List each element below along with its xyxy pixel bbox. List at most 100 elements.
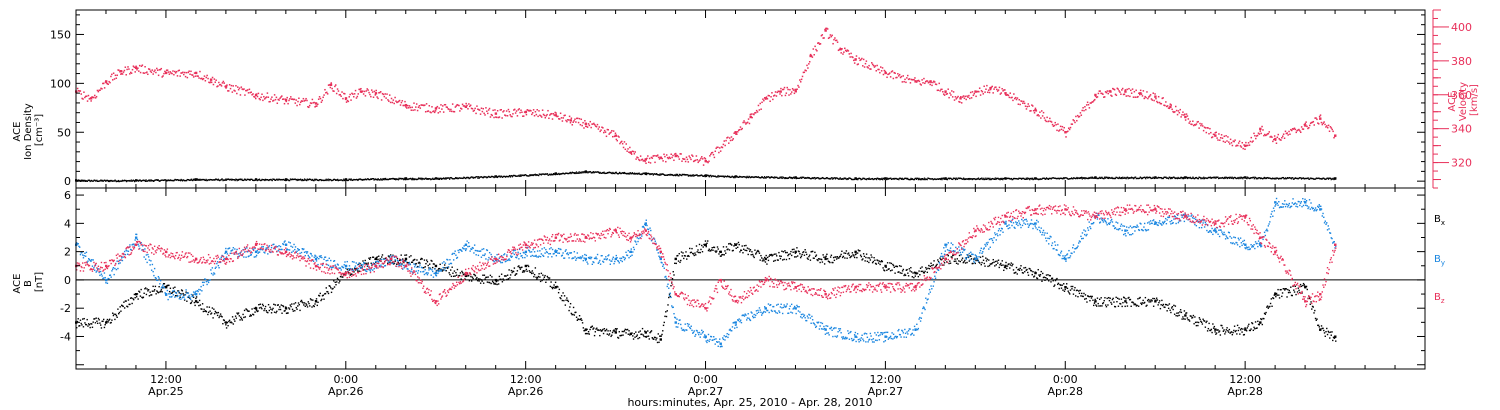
trace-dot <box>858 177 860 179</box>
trace-dot <box>835 258 838 260</box>
trace-dot <box>122 180 124 182</box>
trace-dot <box>862 177 864 179</box>
trace-dot <box>89 97 91 100</box>
trace-dot <box>301 100 304 102</box>
trace-dot <box>1194 316 1196 318</box>
trace-dot <box>1197 177 1199 180</box>
trace-dot <box>222 323 224 325</box>
trace-dot <box>745 176 747 178</box>
trace-dot <box>452 178 454 180</box>
trace-dot <box>708 160 710 163</box>
trace-dot <box>770 176 773 178</box>
trace-dot <box>825 255 827 257</box>
trace-dot <box>294 178 296 180</box>
trace-dot <box>558 172 560 175</box>
trace-dot <box>752 113 754 115</box>
trace-dot <box>344 179 346 181</box>
trace-dot <box>351 273 353 275</box>
trace-dot <box>164 70 166 73</box>
trace-dot <box>734 176 737 178</box>
trace-dot <box>844 178 846 180</box>
trace-dot <box>1021 177 1023 180</box>
trace-dot <box>1181 114 1183 116</box>
trace-dot <box>906 178 908 180</box>
trace-dot <box>808 177 810 179</box>
trace-dot <box>1198 176 1200 178</box>
trace-dot <box>1328 130 1331 133</box>
trace-dot <box>784 94 787 97</box>
trace-dot <box>574 118 576 120</box>
trace-dot <box>776 176 778 178</box>
trace-dot <box>893 71 895 74</box>
trace-dot <box>203 308 205 311</box>
trace-dot <box>635 173 638 175</box>
trace-dot <box>179 75 181 77</box>
trace-dot <box>1000 177 1002 180</box>
trace-dot <box>142 179 145 181</box>
trace-dot <box>159 180 161 182</box>
trace-dot <box>156 69 159 71</box>
trace-dot <box>456 177 458 179</box>
trace-dot <box>84 322 86 324</box>
trace-dot <box>297 305 299 307</box>
trace-dot <box>546 275 549 278</box>
trace-dot <box>1040 110 1043 112</box>
trace-dot <box>893 178 895 180</box>
trace-dot <box>1028 177 1030 180</box>
trace-dot <box>1123 177 1125 179</box>
trace-dot <box>414 178 416 180</box>
trace-dot <box>197 301 199 303</box>
trace-dot <box>1029 178 1031 181</box>
trace-dot <box>90 323 92 325</box>
trace-dot <box>402 258 404 260</box>
trace-dot <box>625 332 627 334</box>
trace-dot <box>614 330 616 332</box>
trace-dot <box>545 115 547 117</box>
trace-dot <box>548 277 551 279</box>
trace-dot <box>947 177 949 180</box>
trace-dot <box>787 253 790 256</box>
trace-dot <box>861 57 863 60</box>
trace-dot <box>994 265 996 267</box>
trace-dot <box>226 84 228 86</box>
trace-dot <box>927 267 929 270</box>
trace-dot <box>1289 177 1291 179</box>
trace-dot <box>757 249 759 252</box>
trace-dot <box>925 80 928 82</box>
trace-dot <box>247 92 250 94</box>
trace-dot <box>703 175 705 177</box>
trace-dot <box>1190 315 1192 317</box>
trace-dot <box>478 177 480 179</box>
trace-dot <box>384 179 386 181</box>
trace-dot <box>749 250 751 252</box>
trace-dot <box>1002 264 1004 266</box>
trace-dot <box>836 177 838 179</box>
trace-dot <box>1226 140 1228 142</box>
trace-dot <box>288 99 290 102</box>
trace-dot <box>216 179 219 181</box>
trace-dot <box>851 56 853 58</box>
trace-dot <box>769 100 771 102</box>
trace-dot <box>1000 178 1003 180</box>
trace-dot <box>531 270 534 272</box>
trace-dot <box>1008 263 1010 265</box>
trace-dot <box>761 260 764 262</box>
trace-dot <box>481 176 483 178</box>
trace-dot <box>1318 177 1320 179</box>
trace-dot <box>821 34 824 36</box>
trace-dot <box>540 115 542 117</box>
trace-dot <box>930 81 932 84</box>
trace-dot <box>816 177 818 179</box>
trace-dot <box>884 70 887 73</box>
trace-dot <box>1223 176 1226 179</box>
trace-dot <box>505 275 507 277</box>
trace-dot <box>355 178 358 181</box>
trace-dot <box>628 330 630 332</box>
trace-dot <box>113 180 115 182</box>
trace-dot <box>724 250 726 252</box>
trace-dot <box>777 259 779 261</box>
trace-dot <box>790 177 792 179</box>
data-point <box>1334 335 1337 338</box>
trace-dot <box>115 180 118 183</box>
trace-dot <box>961 178 963 180</box>
